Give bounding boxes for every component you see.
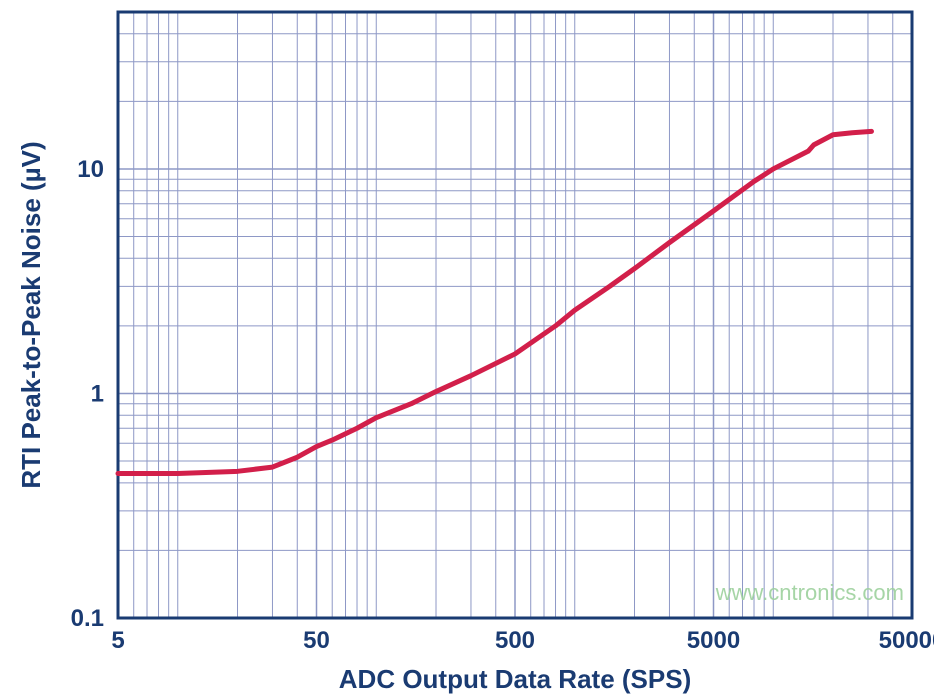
- y-tick-label: 0.1: [71, 605, 104, 632]
- x-tick-label: 5000: [687, 627, 740, 654]
- y-tick-label: 10: [77, 156, 104, 183]
- x-axis-label: ADC Output Data Rate (SPS): [339, 664, 691, 694]
- noise-vs-rate-chart: 5 50 500 5000 50000 0.1 1 10 ADC Output Data Rat…: [0, 0, 934, 699]
- x-tick-label: 500: [495, 627, 535, 654]
- watermark-text: www.cntronics.com: [715, 580, 904, 605]
- y-axis-label: RTI Peak-to-Peak Noise (µV): [16, 141, 46, 488]
- x-tick-label: 5: [111, 627, 124, 654]
- y-tick-label: 1: [91, 380, 104, 407]
- x-tick-label: 50: [303, 627, 330, 654]
- chart-container: 5 50 500 5000 50000 0.1 1 10 ADC Output Data Rat…: [0, 0, 934, 699]
- x-tick-label: 50000: [879, 627, 934, 654]
